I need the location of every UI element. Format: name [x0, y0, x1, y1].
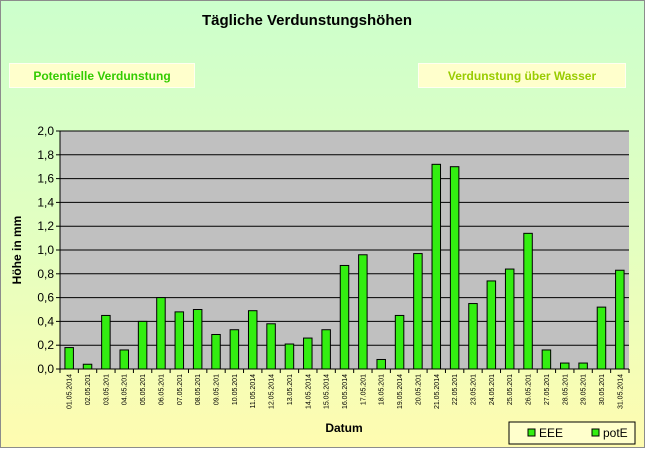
bar-pote [64, 347, 74, 370]
x-tick-label: 23.05.201 [470, 374, 477, 405]
x-tick-label: 08.05.201 [195, 374, 202, 405]
x-tick-label: 17.05.201 [360, 374, 367, 405]
x-axis-label: Datum [325, 421, 362, 435]
bar-pote [358, 254, 368, 370]
bar-pote [541, 349, 552, 370]
bar-pote [413, 253, 423, 370]
x-tick-label: 29.05.201 [581, 374, 588, 405]
bar-pote [229, 329, 240, 370]
x-tick-label: 10.05.201 [232, 374, 239, 405]
bar-pote [615, 269, 625, 370]
bar-pote [137, 320, 148, 370]
bar-pote [431, 163, 442, 370]
bar-pote [376, 358, 386, 370]
x-tick-label: 22.05.201 [452, 374, 459, 405]
x-tick-label: 12.05.2014 [269, 374, 276, 409]
bar-pote [284, 343, 295, 370]
x-tick-label: 18.05.201 [379, 374, 386, 405]
bar-pote [449, 166, 460, 370]
x-tick-label: 01.05.2014 [67, 374, 74, 409]
y-tick-label: 1,0 [37, 243, 54, 257]
bar-pote [82, 363, 93, 370]
y-axis-label: Höhe in mm [10, 216, 24, 285]
x-tick-label: 21.05.2014 [434, 374, 441, 409]
x-tick-label: 02.05.201 [85, 374, 92, 405]
chart-title: Tägliche Verdunstungshöhen [202, 12, 412, 29]
bar-pote [321, 329, 331, 370]
bar-pote [192, 309, 203, 370]
bar-pote [523, 232, 533, 370]
x-tick-label: 13.05.201 [287, 374, 294, 405]
x-tick-label: 31.05.2014 [617, 374, 624, 409]
x-tick-label: 14.05.2014 [305, 374, 312, 409]
bar-pote [504, 268, 515, 370]
legend-swatch-pote [591, 428, 600, 437]
x-tick-label: 09.05.201 [214, 374, 221, 405]
y-tick-label: 1,4 [37, 195, 54, 209]
bar-pote [486, 280, 497, 370]
x-tick-label: 06.05.201 [158, 374, 165, 405]
y-tick-label: 0,8 [37, 267, 54, 281]
bar-series-potE [64, 163, 625, 370]
x-tick-label: 27.05.201 [544, 374, 551, 405]
y-tick-label: 0,4 [37, 314, 54, 328]
y-tick-label: 0,0 [37, 362, 54, 376]
x-tick-label: 25.05.201 [507, 374, 514, 405]
y-tick-labels: 0,0 0,2 0,4 0,6 0,8 1,0 1,2 1,4 1,6 1,8 2,0 [37, 124, 60, 376]
bar-pote [266, 323, 276, 370]
x-tick-label: 04.05.201 [122, 374, 129, 405]
bar-pote [560, 362, 570, 370]
y-tick-label: 1,6 [37, 172, 54, 186]
potential-evaporation-button[interactable]: Potentielle Verdunstung [9, 63, 195, 88]
legend-label-eee: EEE [539, 426, 563, 440]
x-tick-label: 07.05.201 [177, 374, 184, 405]
bar-pote [303, 337, 313, 370]
y-tick-label: 1,8 [37, 148, 54, 162]
x-tick-label: 15.05.2014 [324, 374, 331, 409]
bar-pote [174, 311, 185, 370]
x-tick-labels: 01.05.2014 02.05.201 03.05.201 04.05.201 05.… [59, 369, 630, 409]
x-tick-label: 11.05.2014 [250, 374, 257, 409]
bar-pote [394, 314, 405, 370]
x-tick-label: 24.05.201 [489, 374, 496, 405]
x-tick-label: 05.05.201 [140, 374, 147, 405]
bar-pote [211, 333, 221, 370]
x-tick-label: 30.05.201 [599, 374, 606, 405]
x-tick-label: 28.05.201 [562, 374, 569, 405]
legend-label-pote: potE [603, 426, 628, 440]
bar-pote [468, 303, 478, 370]
bar-pote [578, 362, 588, 370]
x-tick-label: 26.05.201 [526, 374, 533, 405]
bar-pote [339, 264, 350, 370]
bar-pote [119, 349, 129, 370]
x-tick-label: 20.05.201 [415, 374, 422, 405]
legend-box [508, 421, 636, 445]
bar-pote [596, 306, 607, 370]
y-tick-label: 2,0 [37, 124, 54, 138]
legend-swatch-eee [527, 428, 536, 437]
y-tick-label: 0,2 [37, 338, 54, 352]
bar-pote [101, 314, 111, 370]
bar-pote [247, 310, 258, 370]
bar-pote [156, 297, 166, 370]
y-tick-label: 0,6 [37, 291, 54, 305]
water-evaporation-button[interactable]: Verdunstung über Wasser [418, 63, 626, 88]
legend: EEE potE [508, 421, 636, 445]
y-tick-label: 1,2 [37, 219, 54, 233]
x-tick-label: 19.05.2014 [397, 374, 404, 409]
x-tick-label: 16.05.2014 [342, 374, 349, 409]
x-tick-label: 03.05.201 [103, 374, 110, 405]
